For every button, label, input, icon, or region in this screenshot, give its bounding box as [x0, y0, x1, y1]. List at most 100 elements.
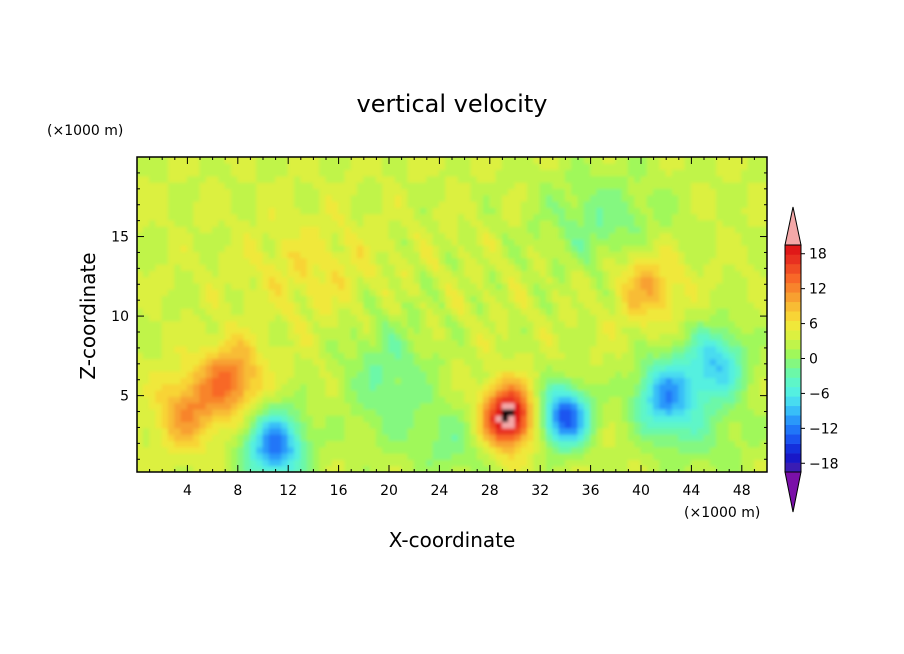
field-cell	[501, 181, 510, 189]
field-cell	[546, 440, 554, 448]
field-cell	[546, 206, 554, 215]
field-cell	[237, 377, 245, 385]
field-cell	[577, 295, 585, 303]
field-cell	[186, 458, 195, 467]
field-cell	[432, 232, 440, 240]
field-cell	[262, 282, 270, 290]
field-cell	[382, 194, 390, 202]
field-cell	[312, 421, 321, 429]
field-cell	[161, 395, 169, 404]
field-cell	[470, 433, 478, 441]
field-cell	[256, 427, 264, 435]
field-cell	[281, 269, 289, 278]
field-cell	[464, 446, 472, 454]
field-cell	[697, 452, 705, 460]
field-cell	[357, 301, 365, 309]
field-cell	[602, 339, 610, 347]
field-cell	[319, 162, 327, 171]
field-cell	[161, 282, 169, 290]
field-cell	[432, 169, 440, 177]
field-cell	[199, 157, 207, 164]
field-cell	[508, 288, 516, 297]
field-cell	[741, 162, 749, 171]
field-cell	[357, 395, 365, 404]
field-cell	[527, 370, 535, 378]
field-cell	[476, 244, 484, 252]
field-cell	[237, 295, 245, 303]
field-cell	[375, 383, 384, 391]
field-cell	[722, 307, 730, 315]
field-cell	[413, 232, 421, 240]
field-cell	[186, 238, 195, 246]
field-cell	[646, 194, 655, 202]
field-cell	[571, 358, 579, 366]
field-cell	[602, 358, 610, 366]
field-cell	[142, 244, 151, 252]
field-cell	[697, 345, 705, 353]
field-cell	[457, 314, 466, 322]
field-cell	[224, 206, 232, 215]
field-cell	[445, 263, 453, 271]
field-cell	[489, 370, 497, 378]
field-cell	[294, 225, 302, 234]
field-cell	[357, 421, 365, 429]
field-cell	[275, 452, 283, 460]
field-cell	[338, 326, 346, 334]
field-cell	[489, 414, 497, 423]
field-cell	[672, 458, 680, 467]
field-cell	[735, 295, 743, 303]
field-cell	[483, 440, 491, 448]
field-cell	[665, 458, 673, 467]
field-cell	[571, 225, 579, 234]
field-cell	[527, 282, 535, 290]
field-cell	[703, 251, 711, 259]
field-cell	[564, 181, 573, 189]
field-cell	[319, 370, 327, 378]
field-cell	[344, 383, 352, 391]
field-cell	[596, 295, 604, 303]
field-cell	[533, 276, 541, 284]
field-cell	[508, 370, 516, 378]
field-cell	[369, 269, 377, 278]
field-cell	[262, 301, 270, 309]
field-cell	[325, 452, 333, 460]
field-cell	[659, 433, 667, 441]
field-cell	[571, 452, 579, 460]
field-cell	[457, 301, 466, 309]
field-cell	[464, 244, 472, 252]
field-cell	[728, 377, 736, 385]
field-cell	[237, 181, 245, 189]
field-cell	[432, 269, 440, 278]
field-cell	[438, 257, 447, 265]
field-cell	[659, 351, 667, 360]
field-cell	[659, 276, 667, 284]
field-cell	[640, 326, 648, 334]
field-cell	[501, 446, 510, 454]
field-cell	[306, 307, 314, 315]
field-cell	[445, 213, 453, 221]
field-cell	[363, 458, 371, 467]
field-cell	[420, 225, 428, 234]
field-cell	[483, 351, 491, 360]
field-cell	[268, 307, 277, 315]
field-cell	[426, 213, 434, 221]
field-cell	[571, 194, 579, 202]
field-cell	[312, 244, 321, 252]
field-cell	[508, 307, 516, 315]
field-cell	[231, 219, 239, 227]
field-cell	[300, 251, 308, 259]
field-cell	[728, 458, 736, 467]
field-cell	[552, 339, 560, 347]
field-cell	[533, 389, 541, 397]
field-cell	[640, 402, 648, 410]
field-cell	[287, 194, 295, 202]
field-cell	[728, 364, 736, 372]
field-cell	[527, 364, 535, 372]
field-cell	[697, 402, 705, 410]
field-cell	[369, 370, 377, 378]
field-cell	[476, 194, 484, 202]
field-cell	[684, 238, 692, 246]
field-cell	[205, 307, 214, 315]
field-cell	[369, 364, 377, 372]
field-cell	[653, 295, 661, 303]
